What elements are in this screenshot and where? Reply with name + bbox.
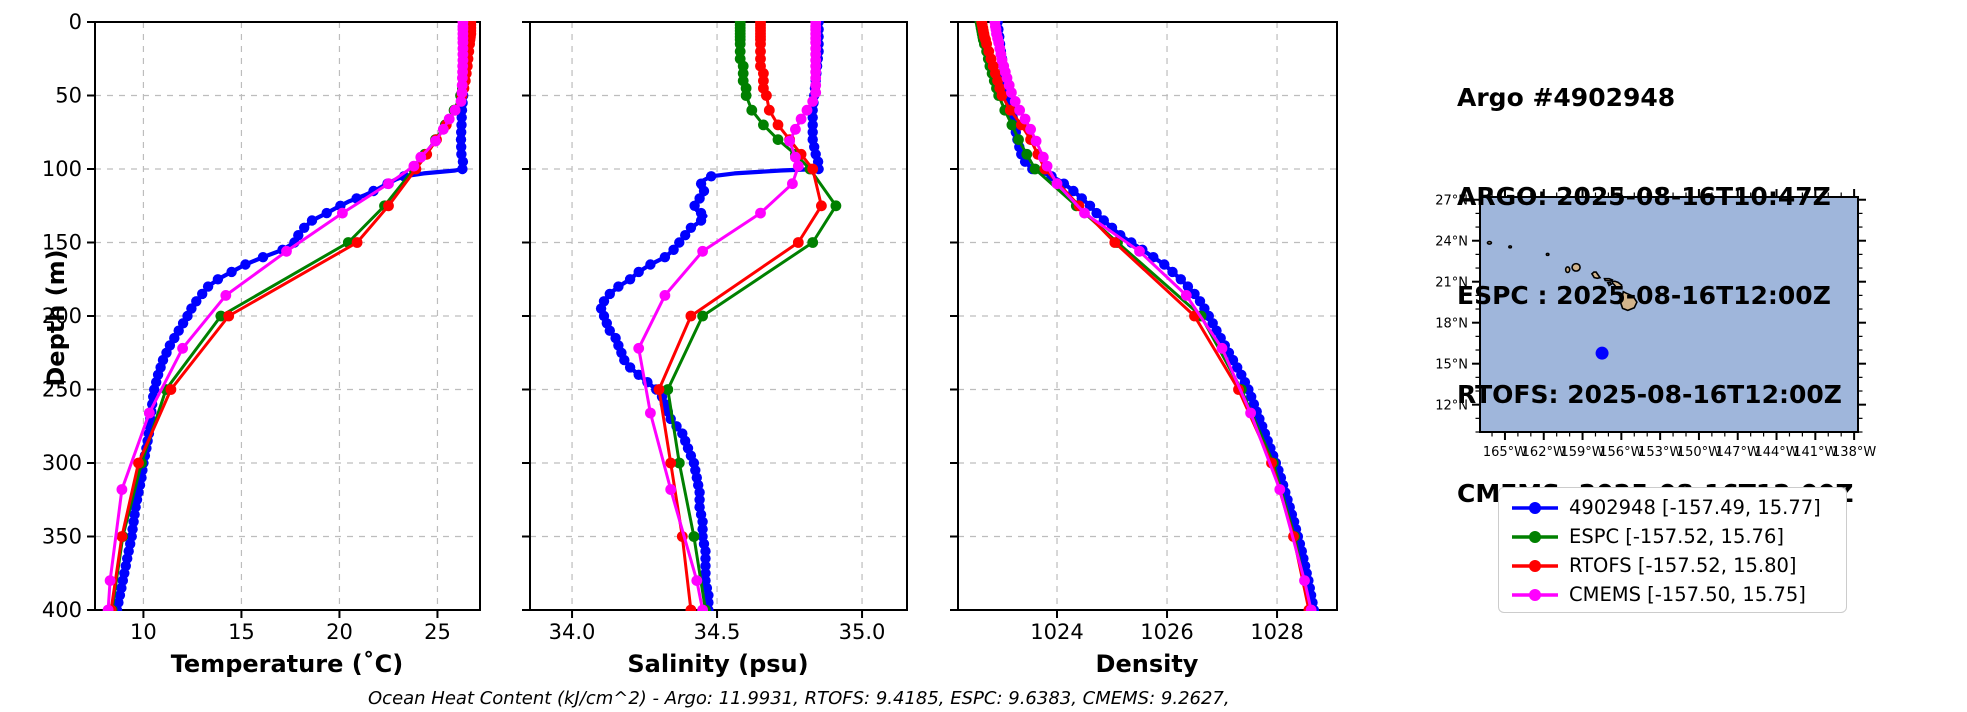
y-tick-label: 350 [42, 525, 82, 549]
y-tick-label: 400 [42, 598, 82, 622]
legend-line-marker-icon [1512, 559, 1558, 572]
legend-entry-4902948: 4902948 [-157.49, 15.77] [1509, 493, 1846, 522]
salinity-axis-label: Salinity (psu) [627, 650, 809, 678]
island [1611, 280, 1623, 289]
map-lon-label: 153°W [1638, 445, 1682, 460]
salinity-panel: 34.0 34.5 35.0 [522, 21, 908, 644]
legend-box: 4902948 [-157.49, 15.77] ESPC [-157.52, 1… [1498, 487, 1847, 613]
x-tick-label: 20 [326, 620, 353, 644]
map-lon-label: 159°W [1560, 445, 1604, 460]
x-tick-label: 34.0 [549, 620, 596, 644]
y-tick-label: 100 [42, 157, 82, 181]
series-cmems [633, 21, 822, 611]
map-lon-label: 138°W [1832, 445, 1876, 460]
map-lon-label: 141°W [1793, 445, 1837, 460]
island [1590, 271, 1602, 280]
x-tick-label: 34.5 [694, 620, 741, 644]
map-lat-label: 27°N [1435, 194, 1468, 209]
depth-axis-label: Depth (m) [42, 249, 70, 387]
legend-entry-espc: ESPC [-157.52, 15.76] [1509, 522, 1846, 551]
series-espc [662, 21, 842, 611]
legend-entry-cmems: CMEMS [-157.50, 15.75] [1509, 580, 1846, 609]
map-ocean [1480, 197, 1858, 432]
density-axis-label: Density [1095, 650, 1199, 678]
y-tick-label: 150 [42, 231, 82, 255]
legend-line-marker-icon [1512, 588, 1558, 601]
legend-line-marker-icon [1512, 530, 1558, 543]
legend-label: CMEMS [-157.50, 15.75] [1569, 583, 1806, 606]
map-lon-label: 147°W [1716, 445, 1760, 460]
legend-label: ESPC [-157.52, 15.76] [1569, 525, 1784, 548]
island [1571, 262, 1581, 272]
legend-line-marker-icon [1512, 501, 1558, 514]
map-islands [1486, 240, 1638, 312]
title-float-id: Argo #4902948 [1457, 83, 1676, 112]
x-tick-label: 1028 [1250, 620, 1303, 644]
map-lat-label: 21°N [1435, 276, 1468, 291]
series-rtofs [976, 21, 1315, 611]
y-tick-label: 250 [42, 378, 82, 402]
ohc-caption: Ocean Heat Content (kJ/cm^2) - Argo: 11.… [368, 688, 1230, 709]
island [1611, 286, 1616, 290]
island [1486, 240, 1493, 245]
x-tick-label: 10 [130, 620, 157, 644]
float-position-marker [1595, 346, 1609, 360]
title-block: Argo #4902948 ARGO: 2025-08-16T10:47Z ES… [1457, 15, 1854, 576]
map-lat-label: 15°N [1435, 358, 1468, 373]
map-lat-label: 12°N [1435, 399, 1468, 414]
map-lat-label: 24°N [1435, 235, 1468, 250]
title-rtofs-time: RTOFS: 2025-08-16T12:00Z [1457, 380, 1842, 409]
series-cmems [989, 21, 1317, 611]
series-cmems [102, 21, 469, 611]
temperature-axis-label: Temperature (˚C) [170, 650, 404, 678]
legend-label: 4902948 [-157.49, 15.77] [1569, 496, 1821, 519]
density-panel: 1024 1026 1028 [950, 21, 1338, 644]
x-tick-label: 35.0 [839, 620, 886, 644]
x-tick-label: 15 [228, 620, 255, 644]
y-tick-label: 300 [42, 451, 82, 475]
map-lon-label: 144°W [1754, 445, 1798, 460]
map-lon-label: 165°W [1483, 445, 1527, 460]
map-lon-label: 162°W [1522, 445, 1566, 460]
island [1545, 252, 1550, 257]
series-rtofs [653, 21, 827, 611]
map-lon-label: 150°W [1677, 445, 1721, 460]
legend-entry-rtofs: RTOFS [-157.52, 15.80] [1509, 551, 1846, 580]
title-argo-time: ARGO: 2025-08-16T10:47Z [1457, 182, 1831, 211]
location-map: 165°W162°W159°W156°W153°W150°W147°W144°W… [1435, 189, 1876, 460]
map-lon-label: 156°W [1599, 445, 1643, 460]
title-espc-time: ESPC : 2025-08-16T12:00Z [1457, 281, 1831, 310]
island [1564, 266, 1571, 274]
x-tick-label: 1024 [1030, 620, 1083, 644]
x-tick-label: 1026 [1140, 620, 1193, 644]
y-tick-label: 50 [55, 84, 82, 108]
island [1603, 277, 1614, 282]
island [1606, 281, 1613, 287]
y-tick-label: 0 [69, 10, 82, 34]
legend-label: RTOFS [-157.52, 15.80] [1569, 554, 1797, 577]
map-lat-label: 18°N [1435, 317, 1468, 332]
series-espc [974, 21, 1316, 611]
y-tick-label: 200 [42, 304, 82, 328]
island [1619, 290, 1638, 312]
island [1508, 245, 1513, 249]
x-tick-label: 25 [424, 620, 451, 644]
